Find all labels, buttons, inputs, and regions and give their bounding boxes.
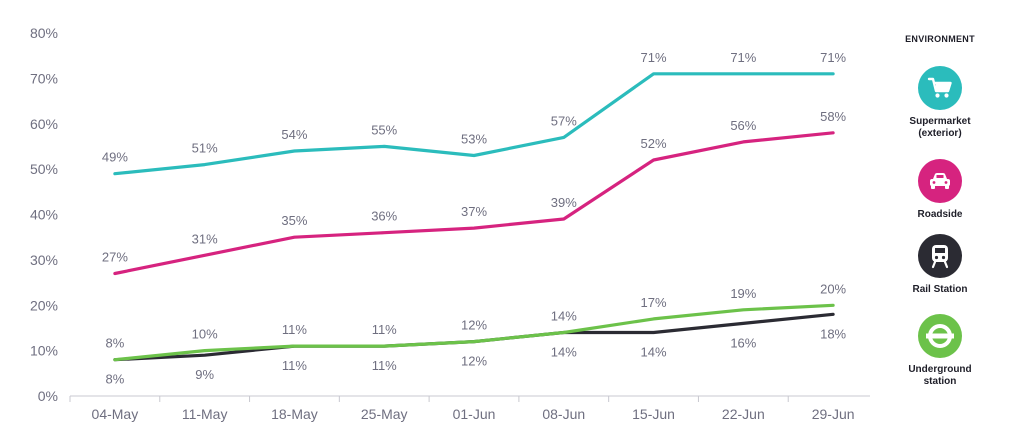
data-label: 11%: [282, 322, 307, 337]
x-tick-label: 22-Jun: [722, 406, 765, 422]
x-tick-label: 08-Jun: [542, 406, 585, 422]
line-chart: 0% 10% 20% 30% 40% 50% 60% 70% 80% 04-May 11-May 1…: [30, 25, 870, 422]
data-label: 71%: [641, 50, 667, 65]
legend-label-underground: Underground station: [908, 364, 972, 387]
y-tick-label: 0%: [38, 388, 58, 404]
legend-item-supermarket: Supermarket (exterior): [884, 66, 996, 140]
data-label: 54%: [281, 127, 307, 142]
data-label: 11%: [372, 322, 397, 337]
x-axis: 04-May 11-May 18-May 25-May 01-Jun 08-Jun 15-J…: [69, 395, 870, 422]
legend-swatch-underground: [918, 314, 962, 358]
x-tick-label: 01-Jun: [453, 406, 496, 422]
y-tick-label: 80%: [30, 25, 58, 41]
legend-title: ENVIRONMENT: [905, 34, 975, 44]
series-line-supermarket-exterior: [113, 72, 835, 176]
data-label: 56%: [730, 118, 756, 133]
data-label: 16%: [730, 335, 756, 350]
underground-roundel-icon: [926, 324, 954, 348]
legend-item-rail-station: Rail Station: [884, 234, 996, 296]
legend-label-supermarket: Supermarket (exterior): [909, 116, 971, 139]
legend-label-rail-station: Rail Station: [912, 284, 968, 295]
data-label: 9%: [195, 367, 214, 382]
data-label: 39%: [551, 195, 577, 210]
y-tick-label: 40%: [30, 207, 58, 223]
data-label: 71%: [730, 50, 756, 65]
train-icon: [931, 245, 949, 269]
legend-swatch-roadside: [918, 159, 962, 203]
data-label: 17%: [641, 295, 667, 310]
data-label: 19%: [730, 286, 756, 301]
car-icon: [930, 173, 950, 189]
y-tick-label: 50%: [30, 161, 58, 177]
data-labels: 49% 51% 54% 55% 53% 57% 71% 71% 71% 27% 31% 35% 36% 3…: [102, 50, 847, 387]
data-label: 8%: [105, 372, 124, 387]
x-tick-label: 11-May: [182, 406, 228, 422]
x-tick-label: 15-Jun: [632, 406, 675, 422]
data-label: 14%: [551, 344, 577, 359]
data-label: 58%: [820, 109, 846, 124]
y-tick-label: 10%: [30, 343, 58, 359]
data-label: 10%: [192, 327, 218, 342]
y-tick-label: 30%: [30, 252, 58, 268]
legend: ENVIRONMENT Supermarket (exterior): [884, 34, 996, 387]
data-label: 18%: [820, 326, 846, 341]
series-line-underground-station: [113, 303, 835, 362]
data-label: 27%: [102, 249, 128, 264]
legend-swatch-supermarket: [918, 66, 962, 110]
data-label: 12%: [461, 354, 487, 369]
legend-item-underground: Underground station: [884, 314, 996, 388]
data-label: 55%: [371, 122, 397, 137]
data-label: 57%: [551, 113, 577, 128]
data-label: 36%: [371, 209, 397, 224]
legend-label-roadside: Roadside: [917, 209, 963, 220]
data-label: 14%: [551, 308, 577, 323]
data-label: 71%: [820, 50, 846, 65]
data-label: 8%: [105, 336, 124, 351]
data-label: 37%: [461, 204, 487, 219]
data-label: 11%: [372, 358, 397, 373]
y-tick-label: 60%: [30, 116, 58, 132]
x-tick-label: 18-May: [271, 406, 318, 422]
series-line-roadside: [113, 131, 835, 276]
y-tick-label: 20%: [30, 297, 58, 313]
data-label: 51%: [192, 141, 218, 156]
data-label: 35%: [281, 213, 307, 228]
data-label: 31%: [192, 231, 218, 246]
x-tick-label: 29-Jun: [812, 406, 855, 422]
data-label: 11%: [282, 358, 307, 373]
data-label: 49%: [102, 150, 128, 165]
data-label: 52%: [641, 136, 667, 151]
x-tick-label: 25-May: [361, 406, 408, 422]
legend-swatch-rail-station: [918, 234, 962, 278]
y-tick-label: 70%: [30, 70, 58, 86]
series-lines: [113, 72, 835, 362]
shopping-cart-icon: [927, 77, 952, 98]
legend-item-roadside: Roadside: [884, 159, 996, 221]
data-label: 20%: [820, 281, 846, 296]
data-label: 12%: [461, 318, 487, 333]
y-axis-ticks: 0% 10% 20% 30% 40% 50% 60% 70% 80%: [30, 25, 58, 404]
data-label: 53%: [461, 132, 487, 147]
data-label: 14%: [641, 344, 667, 359]
x-tick-label: 04-May: [92, 406, 139, 422]
